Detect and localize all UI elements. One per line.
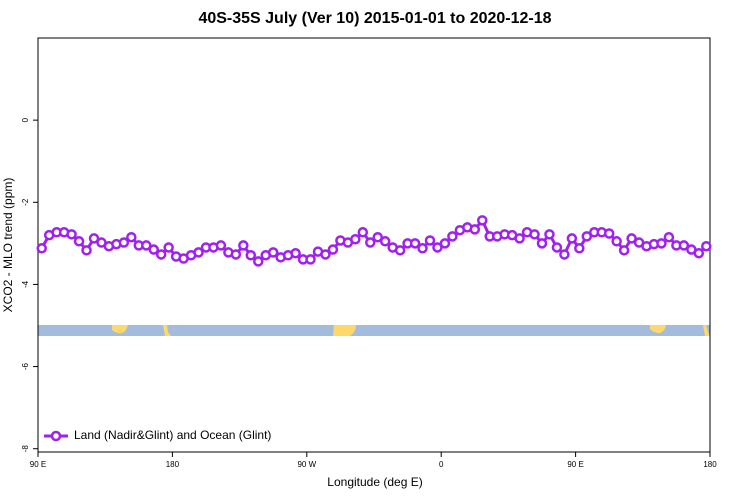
data-point <box>230 249 242 260</box>
data-point <box>245 250 257 261</box>
x-tick-label: 90 E <box>30 460 46 469</box>
data-point <box>693 247 705 259</box>
data-point <box>394 245 406 256</box>
data-point <box>365 237 376 248</box>
x-tick-label: 90 W <box>297 460 316 469</box>
data-point <box>574 243 585 254</box>
data-point <box>656 238 667 249</box>
y-axis-label: XCO2 - MLO trend (ppm) <box>1 178 15 313</box>
data-point <box>469 224 481 235</box>
data-point <box>417 243 428 254</box>
data-point <box>88 233 100 244</box>
data-point <box>611 236 622 247</box>
y-tick-label: -6 <box>21 362 30 370</box>
data-point <box>267 247 279 258</box>
data-point <box>559 249 570 260</box>
data-point <box>215 240 227 251</box>
data-point <box>126 231 137 243</box>
data-point <box>529 229 540 240</box>
data-point <box>73 236 85 247</box>
data-point <box>536 238 548 249</box>
data-point <box>379 236 391 247</box>
data-point <box>432 242 443 253</box>
data-point <box>701 240 712 252</box>
data-point <box>409 238 421 249</box>
data-point <box>36 243 47 254</box>
data-point <box>290 247 301 259</box>
data-point <box>447 231 458 242</box>
data-point <box>439 238 451 249</box>
data-point <box>663 231 675 243</box>
data-point <box>357 227 369 238</box>
legend-marker <box>50 430 62 442</box>
data-point <box>618 245 630 256</box>
data-point <box>238 240 249 251</box>
data-point <box>155 249 167 260</box>
x-axis-label: Longitude (deg E) <box>327 475 422 489</box>
legend-label: Land (Nadir&Glint) and Ocean (Glint) <box>74 428 271 442</box>
data-point <box>372 231 383 243</box>
data-point <box>678 240 690 251</box>
data-point <box>193 247 204 258</box>
data-point <box>350 234 361 245</box>
data-point <box>118 237 130 248</box>
data-point <box>81 245 92 256</box>
data-point <box>581 231 593 242</box>
data-point <box>514 233 525 244</box>
data-point <box>626 233 637 244</box>
data-point <box>566 233 578 244</box>
data-point <box>551 242 563 253</box>
x-tick-label: 0 <box>439 460 444 469</box>
data-point <box>163 242 174 253</box>
y-tick-label: -8 <box>21 445 30 453</box>
data-point <box>424 235 436 246</box>
y-tick-label: -4 <box>21 280 30 288</box>
data-point <box>320 249 331 260</box>
data-point <box>603 228 615 239</box>
x-tick-label: 180 <box>166 460 180 469</box>
chart-title: 40S-35S July (Ver 10) 2015-01-01 to 2020… <box>198 10 551 27</box>
y-tick-label: 0 <box>21 117 30 122</box>
x-tick-label: 90 E <box>567 460 583 469</box>
data-point <box>327 244 339 255</box>
y-tick-label: -2 <box>21 198 30 206</box>
data-point <box>66 229 77 240</box>
data-point <box>148 244 159 255</box>
data-point <box>253 256 264 267</box>
data-point <box>141 240 152 251</box>
land-ocean-strip <box>38 325 710 336</box>
data-point <box>477 215 488 226</box>
data-point <box>305 254 316 265</box>
data-point <box>544 229 555 240</box>
x-tick-label: 180 <box>703 460 717 469</box>
